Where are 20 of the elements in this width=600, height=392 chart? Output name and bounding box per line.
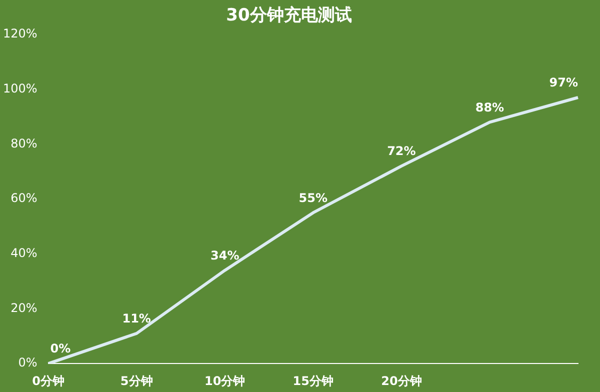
data-label: 88% xyxy=(475,100,504,114)
data-label: 34% xyxy=(210,248,240,262)
y-tick-label: 40% xyxy=(10,246,38,260)
data-label: 72% xyxy=(387,144,416,158)
data-label: 0% xyxy=(50,342,71,356)
x-tick-label: 10分钟 xyxy=(204,374,246,388)
y-tick-label: 0% xyxy=(18,356,38,370)
x-tick-label: 20分钟 xyxy=(381,374,422,388)
y-tick-label: 60% xyxy=(10,191,38,206)
x-tick-label: 5分钟 xyxy=(120,374,153,388)
x-tick-label: 15分钟 xyxy=(292,374,334,388)
y-tick-label: 100% xyxy=(2,81,38,96)
y-tick-label: 20% xyxy=(10,300,38,315)
y-tick-label: 120% xyxy=(2,26,38,41)
data-label: 55% xyxy=(298,190,328,205)
data-label: 11% xyxy=(122,312,151,326)
x-tick-label: 0分钟 xyxy=(32,374,64,388)
chart-title: 30分钟充电测试 xyxy=(226,6,352,26)
y-tick-label: 80% xyxy=(10,136,38,150)
data-label: 97% xyxy=(549,76,578,90)
